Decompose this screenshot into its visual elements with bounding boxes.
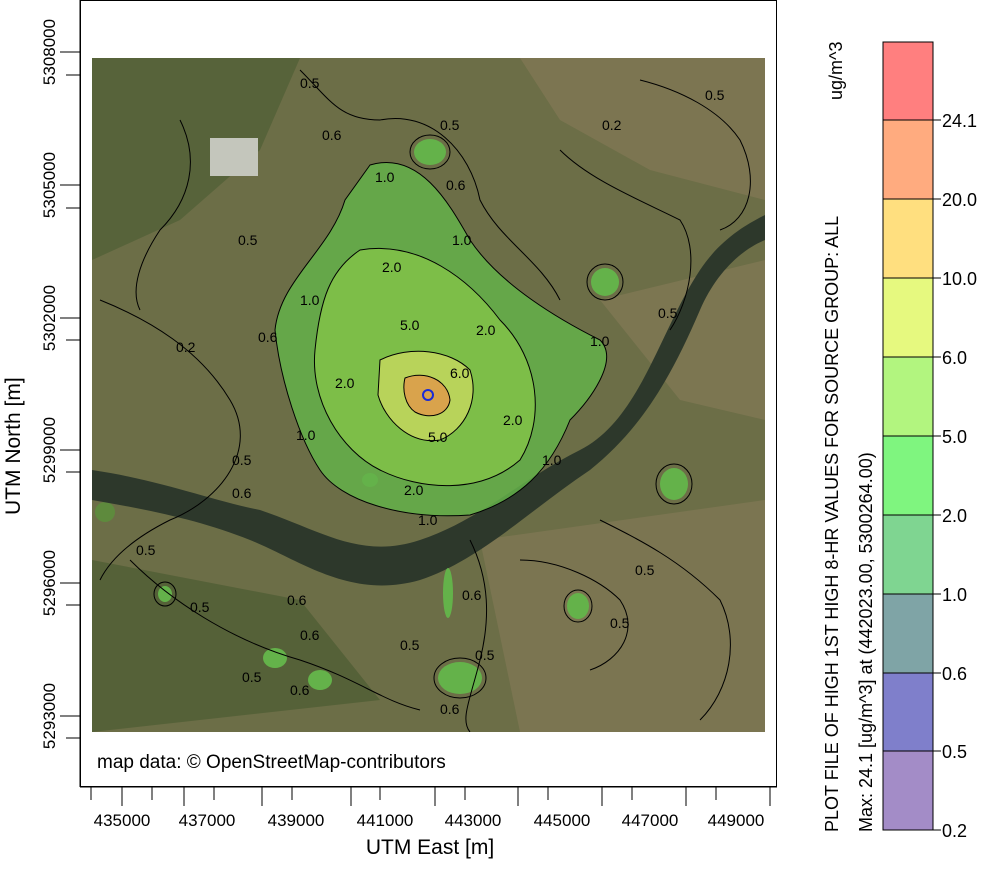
x-tick-label: 439000 bbox=[268, 811, 325, 830]
colorbar-units: ug/m^3 bbox=[826, 41, 846, 100]
colorbar-label: 2.0 bbox=[942, 506, 968, 526]
colorbar-swatch bbox=[883, 120, 933, 199]
contour-label: 1.0 bbox=[590, 333, 610, 349]
contour-label: 0.5 bbox=[635, 562, 655, 578]
x-tick-label: 441000 bbox=[357, 811, 414, 830]
contour-label: 5.0 bbox=[428, 429, 448, 445]
y-tick-label: 5299000 bbox=[40, 417, 59, 483]
colorbar-swatch bbox=[883, 673, 933, 751]
contour-label: 6.0 bbox=[450, 365, 470, 381]
contour-label: 2.0 bbox=[382, 259, 402, 275]
contour-label: 0.2 bbox=[176, 339, 196, 355]
y-axis-ticks bbox=[60, 0, 81, 787]
contour-label: 1.0 bbox=[542, 452, 562, 468]
colorbar-swatch bbox=[883, 436, 933, 515]
colorbar-label: 0.5 bbox=[942, 742, 968, 762]
x-axis-title: UTM East [m] bbox=[365, 836, 495, 859]
y-tick-labels: 5308000 5305000 5302000 5299000 5296000 … bbox=[40, 19, 59, 749]
colorbar-swatch bbox=[883, 199, 933, 278]
colorbar-swatch bbox=[883, 594, 933, 673]
contour-label: 0.6 bbox=[290, 682, 310, 698]
contour-label: 0.5 bbox=[190, 599, 210, 615]
colorbar-swatch bbox=[883, 751, 933, 830]
contour-label: 0.6 bbox=[300, 627, 320, 643]
y-tick-label: 5293000 bbox=[40, 683, 59, 749]
satellite-basemap bbox=[92, 58, 765, 732]
colorbar-label: 24.1 bbox=[942, 111, 978, 131]
contour-label: 1.0 bbox=[375, 169, 395, 185]
colorbar-title: PLOT FILE OF HIGH 1ST HIGH 8-HR VALUES F… bbox=[822, 215, 842, 832]
colorbar-label: 0.2 bbox=[942, 821, 968, 841]
contour-label: 0.5 bbox=[238, 232, 258, 248]
reservoir bbox=[210, 138, 258, 176]
contour-label: 5.0 bbox=[400, 317, 420, 333]
contour-label: 0.5 bbox=[475, 647, 495, 663]
contour-label: 0.5 bbox=[300, 75, 320, 91]
contour-label: 1.0 bbox=[452, 232, 472, 248]
contour-label: 0.5 bbox=[610, 615, 630, 631]
y-tick-label: 5296000 bbox=[40, 550, 59, 616]
x-tick-label: 437000 bbox=[179, 811, 236, 830]
x-tick-label: 447000 bbox=[622, 811, 679, 830]
contour-label: 2.0 bbox=[503, 412, 523, 428]
colorbar-label: 20.0 bbox=[942, 190, 978, 210]
x-tick-label: 443000 bbox=[445, 811, 502, 830]
y-axis-title: UTM North [m] bbox=[2, 377, 25, 515]
colorbar-swatch bbox=[883, 42, 933, 120]
colorbar-label: 0.6 bbox=[942, 664, 968, 684]
contour-label: 0.5 bbox=[136, 542, 156, 558]
x-tick-labels: 435000 437000 439000 441000 443000 44500… bbox=[94, 811, 765, 830]
y-tick-label: 5305000 bbox=[40, 152, 59, 218]
map-attribution: map data: © OpenStreetMap-contributors bbox=[97, 752, 446, 773]
contour-label: 0.6 bbox=[322, 127, 342, 143]
contour-label: 0.5 bbox=[440, 117, 460, 133]
colorbar-label: 5.0 bbox=[942, 427, 968, 447]
y-tick-label: 5302000 bbox=[40, 285, 59, 351]
contour-label: 0.2 bbox=[602, 117, 622, 133]
contour-label: 0.6 bbox=[440, 701, 460, 717]
colorbar-max-text: Max: 24.1 [ug/m^3] at (442023.00, 530026… bbox=[856, 452, 876, 832]
x-axis-ticks bbox=[80, 786, 777, 806]
colorbar-label: 10.0 bbox=[942, 269, 978, 289]
contour-label: 1.0 bbox=[296, 427, 316, 443]
contour-label: 0.5 bbox=[232, 452, 252, 468]
contour-label: 2.0 bbox=[404, 482, 424, 498]
plume-level-4 bbox=[403, 375, 450, 416]
contour-label-group: 0.5 0.6 1.0 0.5 0.6 1.0 0.2 0.5 0.5 0.2 … bbox=[136, 75, 725, 717]
contour-label: 0.5 bbox=[705, 87, 725, 103]
contour-label: 2.0 bbox=[335, 375, 355, 391]
colorbar-swatch bbox=[883, 357, 933, 436]
colorbar-label: 6.0 bbox=[942, 348, 968, 368]
source-marker bbox=[422, 389, 434, 401]
x-tick-label: 435000 bbox=[94, 811, 151, 830]
contour-label: 1.0 bbox=[418, 512, 438, 528]
contour-label: 0.5 bbox=[658, 305, 678, 321]
colorbar bbox=[882, 41, 941, 831]
colorbar-label: 1.0 bbox=[942, 585, 968, 605]
x-tick-label: 445000 bbox=[534, 811, 591, 830]
colorbar-swatch bbox=[883, 515, 933, 594]
contour-label: 0.6 bbox=[446, 177, 466, 193]
concentration-plume bbox=[158, 139, 688, 694]
x-tick-label: 449000 bbox=[708, 811, 765, 830]
contour-label: 0.5 bbox=[400, 637, 420, 653]
contour-label: 0.6 bbox=[287, 592, 307, 608]
contour-label: 0.5 bbox=[242, 669, 262, 685]
y-tick-label: 5308000 bbox=[40, 19, 59, 85]
contour-lines bbox=[99, 69, 751, 732]
contour-label: 1.0 bbox=[300, 292, 320, 308]
contour-label: 0.6 bbox=[462, 587, 482, 603]
contour-label: 2.0 bbox=[476, 322, 496, 338]
contour-label: 0.6 bbox=[232, 485, 252, 501]
colorbar-swatch bbox=[883, 278, 933, 357]
contour-label: 0.6 bbox=[258, 329, 278, 345]
